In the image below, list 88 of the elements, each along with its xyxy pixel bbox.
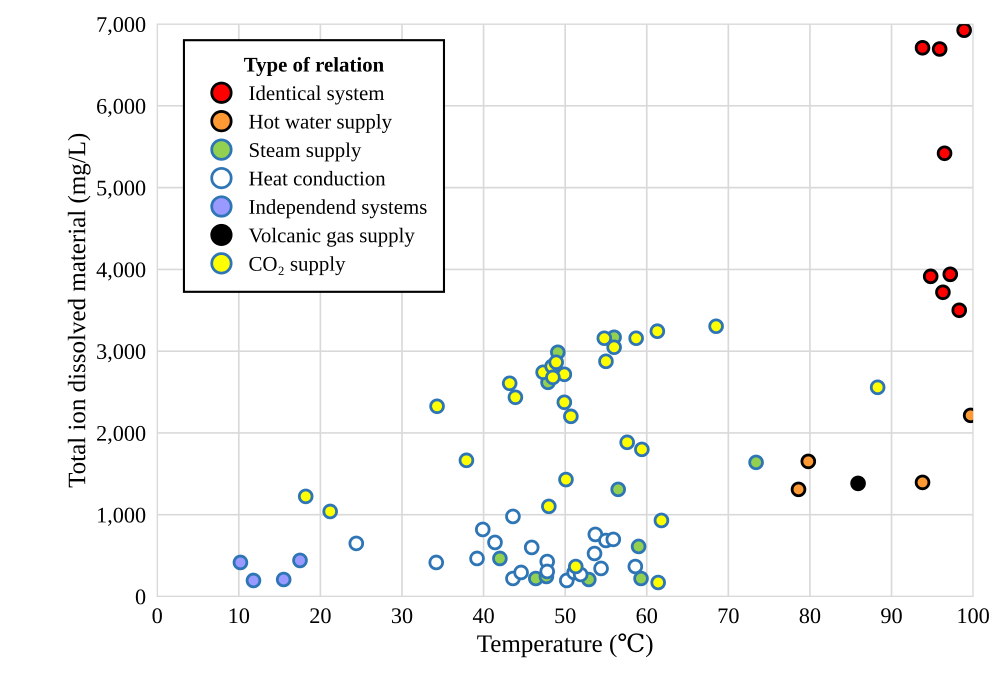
point (492, 550, 508, 566)
point (469, 550, 485, 566)
point (298, 488, 314, 504)
y-tick-label: 0 (136, 589, 146, 604)
point (942, 266, 958, 282)
point (708, 318, 724, 334)
point (232, 554, 248, 570)
point (748, 454, 764, 470)
x-tick-label: 100 (958, 608, 989, 624)
point (619, 434, 635, 450)
legend-label: Volcanic gas supply (248, 228, 415, 247)
point (502, 376, 518, 392)
point (487, 534, 503, 550)
point (246, 572, 262, 588)
y-tick-label: 6,000 (97, 98, 146, 117)
point (348, 536, 364, 552)
point (650, 574, 666, 590)
point (800, 454, 816, 470)
point (593, 560, 609, 576)
point (598, 354, 614, 370)
point (458, 452, 474, 468)
point (610, 482, 626, 498)
point (951, 302, 968, 318)
point (568, 558, 584, 574)
point (558, 472, 574, 488)
point (922, 268, 938, 284)
point (633, 570, 649, 586)
legend-label: Identical system (249, 86, 384, 105)
point (935, 284, 951, 300)
legend-label: Independend systems (249, 199, 427, 218)
y-tick-label: 7,000 (98, 17, 146, 36)
point (606, 532, 622, 548)
point (914, 40, 930, 56)
point (634, 442, 650, 458)
point (850, 476, 866, 492)
y-tick-label: 5,000 (97, 180, 146, 199)
point (508, 390, 524, 406)
point (474, 522, 491, 538)
point (628, 558, 644, 574)
point (914, 474, 930, 490)
point (545, 370, 561, 386)
y-tick-label: 1,000 (98, 508, 146, 526)
legend-label: Heat conduction (249, 170, 386, 186)
y-tick-label: 2,000 (97, 426, 146, 444)
x-tick-label: 0 (152, 608, 162, 624)
point (541, 498, 557, 514)
point (628, 330, 644, 346)
x-tick-label: 60 (636, 608, 658, 624)
legend-label: Hot water supply (249, 114, 392, 133)
point (556, 394, 572, 410)
x-tick-label: 90 (881, 608, 902, 624)
legend-label: CO₂ supply (249, 256, 346, 276)
x-tick-label: 40 (472, 608, 494, 624)
point (870, 380, 886, 396)
point (548, 354, 564, 370)
point (428, 554, 444, 570)
x-tick-label: 70 (718, 608, 739, 624)
point (524, 540, 540, 556)
point (539, 564, 555, 580)
y-axis-title: Total ion dissolved material (mg/L) (68, 134, 91, 488)
point (505, 508, 521, 524)
y-tick-label: 4,000 (96, 262, 146, 281)
point (956, 24, 972, 38)
point (563, 408, 579, 424)
point (932, 41, 948, 57)
point (292, 552, 308, 568)
point (650, 323, 666, 340)
x-tick-label: 30 (392, 608, 412, 624)
legend-title: Type of relation (244, 56, 384, 76)
point (596, 330, 612, 346)
point (276, 572, 292, 588)
x-tick-label: 50 (555, 608, 576, 624)
point (429, 398, 445, 414)
x-axis-title: Temperature (℃) (477, 633, 652, 658)
point (322, 504, 338, 520)
x-tick-label: 10 (230, 608, 250, 624)
point (936, 145, 952, 162)
point (654, 512, 670, 528)
x-tick-label: 80 (800, 608, 820, 624)
point (588, 526, 604, 542)
legend-label: Steam supply (250, 142, 362, 162)
y-tick-label: 3,000 (97, 344, 146, 362)
point (630, 538, 646, 554)
x-tick-label: 20 (310, 608, 331, 624)
point (790, 482, 806, 498)
point (513, 564, 529, 580)
point (586, 546, 602, 562)
point (606, 339, 622, 356)
